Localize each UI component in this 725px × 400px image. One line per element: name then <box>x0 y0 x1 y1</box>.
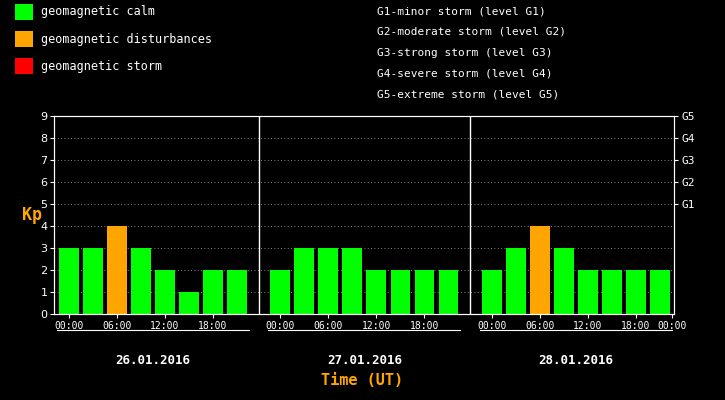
Bar <box>439 270 458 314</box>
Text: 28.01.2016: 28.01.2016 <box>538 354 613 367</box>
Text: geomagnetic calm: geomagnetic calm <box>41 6 155 18</box>
Bar <box>155 270 175 314</box>
Text: G4-severe storm (level G4): G4-severe storm (level G4) <box>377 68 552 78</box>
Text: geomagnetic disturbances: geomagnetic disturbances <box>41 33 212 46</box>
Text: G5-extreme storm (level G5): G5-extreme storm (level G5) <box>377 89 559 99</box>
Bar <box>179 292 199 314</box>
Bar <box>270 270 290 314</box>
Bar <box>294 248 314 314</box>
Bar <box>83 248 103 314</box>
Text: 26.01.2016: 26.01.2016 <box>115 354 191 367</box>
Text: Time (UT): Time (UT) <box>321 373 404 388</box>
Bar <box>131 248 151 314</box>
Bar <box>602 270 621 314</box>
Text: G3-strong storm (level G3): G3-strong storm (level G3) <box>377 48 552 58</box>
Bar <box>415 270 434 314</box>
Bar <box>227 270 247 314</box>
Text: geomagnetic storm: geomagnetic storm <box>41 60 162 73</box>
Bar <box>59 248 78 314</box>
Bar <box>342 248 362 314</box>
Text: G1-minor storm (level G1): G1-minor storm (level G1) <box>377 6 546 16</box>
Text: 27.01.2016: 27.01.2016 <box>327 354 402 367</box>
Bar <box>506 248 526 314</box>
Text: G2-moderate storm (level G2): G2-moderate storm (level G2) <box>377 27 566 37</box>
Bar <box>391 270 410 314</box>
Bar <box>530 226 550 314</box>
Bar <box>107 226 127 314</box>
Bar <box>203 270 223 314</box>
Bar <box>366 270 386 314</box>
Bar <box>318 248 338 314</box>
Y-axis label: Kp: Kp <box>22 206 42 224</box>
Bar <box>578 270 597 314</box>
Bar <box>554 248 573 314</box>
Bar <box>482 270 502 314</box>
Bar <box>650 270 670 314</box>
Bar <box>626 270 646 314</box>
